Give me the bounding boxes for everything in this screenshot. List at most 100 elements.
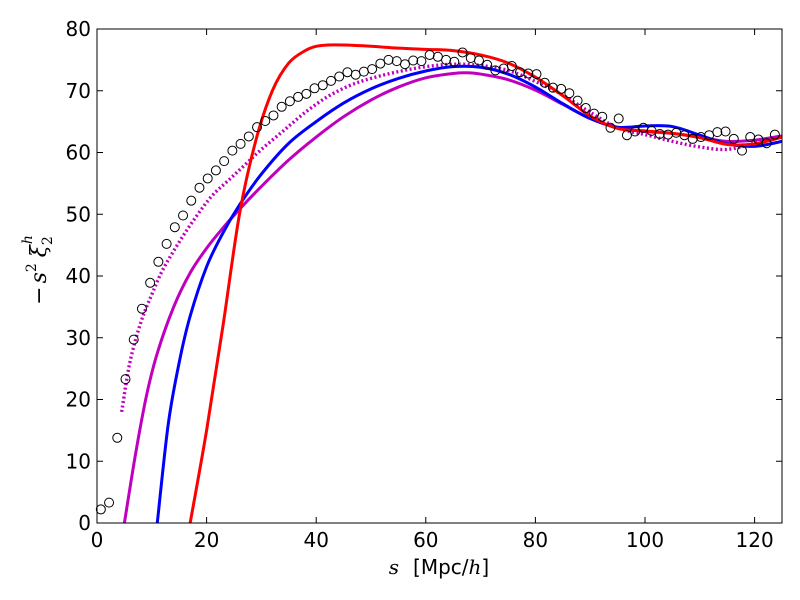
- data-point: [580, 103, 591, 114]
- data-point: [210, 165, 221, 176]
- x-axis-unit-open: [Mpc/: [413, 555, 469, 579]
- data-point: [679, 130, 690, 141]
- data-point: [301, 88, 312, 99]
- data-point: [284, 96, 295, 107]
- data-point: [605, 122, 616, 133]
- x-tick-label: 40: [303, 528, 328, 552]
- data-point: [252, 122, 263, 133]
- data-point: [531, 69, 542, 80]
- data-point: [317, 80, 328, 91]
- y-tick-label: 30: [66, 326, 91, 350]
- data-point: [145, 277, 156, 288]
- data-point: [235, 138, 246, 149]
- x-tick-label: 60: [413, 528, 438, 552]
- svg-text:−s2ξ2h: −s2ξ2h: [20, 235, 56, 305]
- data-point: [728, 133, 739, 144]
- data-point: [654, 128, 665, 139]
- data-point: [597, 111, 608, 122]
- data-point: [564, 88, 575, 99]
- y-tick-label: 10: [66, 449, 91, 473]
- data-point: [178, 210, 189, 221]
- y-tick-label: 60: [66, 141, 91, 165]
- data-point: [260, 116, 271, 127]
- data-point: [753, 134, 764, 145]
- data-point: [449, 56, 460, 67]
- data-point: [120, 374, 131, 385]
- y-axis-s: s: [27, 272, 52, 283]
- ticks-layer: [96, 28, 782, 524]
- y-axis-xi-sup: h: [20, 235, 36, 244]
- data-point: [153, 256, 164, 267]
- data-point: [769, 129, 780, 140]
- series-layer: [119, 43, 782, 523]
- data-point: [161, 238, 172, 249]
- series-line-magenta-dotted: [119, 62, 782, 413]
- data-point: [473, 55, 484, 66]
- x-axis-unit-h: h: [469, 555, 482, 579]
- x-tick-label: 100: [626, 528, 664, 552]
- data-point: [613, 113, 624, 124]
- data-point: [416, 56, 427, 67]
- data-point: [523, 68, 534, 79]
- data-point: [219, 156, 230, 167]
- data-point: [515, 67, 526, 78]
- series-line-blue-model: [155, 64, 782, 523]
- data-point: [506, 61, 517, 72]
- data-point: [408, 55, 419, 66]
- y-axis-xi-sub: 2: [40, 236, 56, 245]
- data-point: [572, 95, 583, 106]
- data-point: [334, 71, 345, 82]
- x-tick-label: 0: [91, 528, 104, 552]
- x-tick-label: 120: [736, 528, 774, 552]
- data-point: [136, 303, 147, 314]
- data-point: [186, 195, 197, 206]
- data-point: [128, 334, 139, 345]
- x-axis-label: s [Mpc/h]: [389, 555, 489, 579]
- y-axis-xi: ξ: [27, 243, 52, 257]
- data-point: [326, 75, 336, 86]
- data-point: [243, 131, 254, 142]
- data-point: [268, 110, 279, 121]
- y-tick-label: 0: [78, 511, 91, 535]
- data-point: [399, 59, 410, 70]
- data-point: [547, 82, 558, 93]
- y-axis-minus: −: [27, 286, 52, 304]
- y-axis-label: −s2ξ2h: [20, 235, 56, 305]
- x-tick-label: 80: [523, 528, 548, 552]
- y-tick-label: 80: [66, 17, 91, 41]
- data-point: [630, 126, 641, 137]
- data-point: [712, 127, 723, 138]
- data-point: [227, 145, 238, 156]
- data-point: [457, 47, 468, 58]
- data-point: [556, 83, 567, 94]
- data-point: [375, 58, 386, 69]
- data-points-layer: [95, 47, 780, 515]
- y-tick-label: 70: [66, 79, 91, 103]
- data-point: [276, 101, 287, 112]
- data-point: [621, 130, 632, 141]
- data-point: [169, 222, 180, 233]
- data-point: [383, 54, 394, 65]
- data-point: [482, 59, 493, 70]
- tick-labels-layer: 0 20 40 60 80 100 120 0 10 20 30 40 50 60 70 80: [66, 17, 774, 552]
- data-point: [761, 138, 772, 149]
- data-point: [737, 145, 747, 156]
- series-line-red-model: [188, 43, 782, 523]
- y-axis-s-exponent: 2: [24, 263, 40, 272]
- data-point: [104, 497, 115, 508]
- data-point: [95, 504, 106, 515]
- data-point: [720, 126, 731, 137]
- x-axis-symbol: s: [389, 555, 399, 579]
- x-axis-unit-close: ]: [481, 555, 489, 579]
- x-tick-label: 20: [194, 528, 219, 552]
- data-point: [539, 77, 550, 88]
- y-tick-label: 50: [66, 202, 91, 226]
- data-point: [202, 173, 213, 184]
- data-point: [112, 432, 123, 443]
- data-point: [194, 182, 205, 193]
- data-point: [367, 64, 378, 75]
- y-tick-label: 40: [66, 264, 91, 288]
- y-tick-label: 20: [66, 388, 91, 412]
